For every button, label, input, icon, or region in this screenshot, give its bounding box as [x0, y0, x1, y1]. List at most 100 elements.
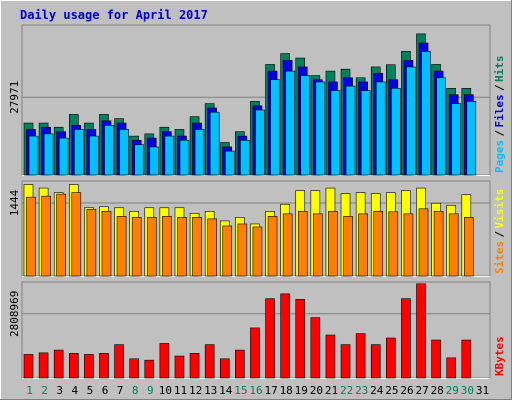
bar-sites-day-29: [448, 213, 459, 277]
x-tick-label-day-9: 9: [147, 384, 154, 397]
x-tick-label-day-18: 18: [280, 384, 293, 397]
x-tick-label-day-27: 27: [415, 384, 428, 397]
bar-pages-day-21: [330, 90, 341, 176]
panel-hits-legend-separator: /: [493, 84, 506, 91]
x-tick-label-day-6: 6: [102, 384, 109, 397]
x-tick-label-day-3: 3: [56, 384, 63, 397]
bar-kbytes-day-12: [189, 353, 200, 379]
x-tick-label-day-10: 10: [159, 384, 172, 397]
x-tick-label-day-23: 23: [355, 384, 368, 397]
bar-kbytes-day-7: [114, 344, 124, 379]
bar-kbytes-day-27: [416, 283, 426, 379]
bar-pages-day-20: [315, 81, 326, 176]
bar-pages-day-28: [436, 77, 446, 176]
bar-pages-day-10: [164, 135, 175, 176]
panel-hits-legend-separator: /: [493, 130, 506, 137]
bar-pages-day-17: [270, 79, 280, 176]
x-tick-label-day-31: 31: [476, 384, 489, 397]
bar-kbytes-day-28: [431, 339, 441, 379]
bar-sites-day-12: [192, 217, 202, 277]
bar-sites-day-20: [313, 213, 323, 277]
bar-sites-day-25: [388, 211, 399, 277]
bar-sites-day-6: [101, 211, 112, 277]
x-tick-label-day-8: 8: [132, 384, 139, 397]
bar-sites-day-11: [177, 217, 187, 277]
bar-pages-day-23: [360, 90, 371, 176]
bar-sites-day-24: [373, 211, 384, 277]
bar-kbytes-day-16: [250, 327, 260, 379]
bar-pages-day-6: [104, 124, 114, 176]
bar-sites-day-14: [222, 225, 233, 277]
bar-kbytes-day-26: [401, 298, 411, 379]
x-tick-label-day-1: 1: [26, 384, 33, 397]
bar-sites-day-9: [146, 217, 157, 277]
x-tick-label-day-22: 22: [340, 384, 353, 397]
panel-visits-legend-visits: Visits: [493, 189, 506, 229]
bar-kbytes-day-10: [159, 343, 170, 379]
bar-pages-day-9: [149, 146, 160, 176]
bar-kbytes-day-11: [174, 355, 185, 379]
bar-sites-day-16: [252, 226, 263, 277]
panel-kbytes: 2808969 KBytes: [8, 281, 506, 379]
panel-visits: 1444 Sites / Visits: [8, 180, 506, 277]
bar-pages-day-30: [466, 101, 477, 176]
x-tick-label-day-19: 19: [295, 384, 308, 397]
bar-kbytes-day-18: [280, 293, 290, 379]
x-tick-label-day-5: 5: [87, 384, 94, 397]
x-tick-label-day-13: 13: [204, 384, 217, 397]
bar-kbytes-day-14: [219, 358, 230, 379]
panel-hits-axis-value-label: 27971: [8, 81, 21, 114]
bar-kbytes-day-30: [461, 339, 472, 379]
x-tick-label-day-14: 14: [219, 384, 233, 397]
bar-sites-day-7: [116, 216, 127, 277]
bar-pages-day-1: [28, 135, 39, 176]
bar-kbytes-day-20: [310, 317, 321, 379]
bar-pages-day-16: [255, 109, 265, 176]
bar-pages-day-11: [179, 139, 190, 176]
bar-kbytes-day-25: [386, 337, 396, 379]
panel-kbytes-axis-value-label: 2808969: [8, 291, 21, 337]
bar-pages-day-5: [89, 135, 99, 176]
x-axis-day-labels: 1 2 3 4 5 6 7 8 9 10 11 12 13 14 15 16 17 18 19 20 21 22 23 24 2…: [26, 384, 489, 397]
panel-visits-legend: Sites / Visits: [493, 189, 506, 274]
bar-kbytes-day-23: [355, 333, 366, 379]
x-tick-label-day-29: 29: [446, 384, 459, 397]
x-tick-label-day-17: 17: [264, 384, 277, 397]
bar-kbytes-day-21: [325, 334, 336, 379]
bar-kbytes-day-29: [446, 357, 457, 379]
bar-sites-day-17: [267, 216, 278, 277]
panel-hits-legend-files: Files: [493, 94, 506, 127]
bar-kbytes-day-24: [370, 344, 381, 379]
bar-kbytes-day-3: [53, 349, 64, 379]
bar-pages-day-7: [119, 129, 129, 176]
bar-kbytes-day-1: [23, 354, 34, 379]
x-tick-label-day-24: 24: [370, 384, 384, 397]
bar-kbytes-day-6: [99, 353, 109, 379]
panel-hits-legend-hits: Hits: [493, 56, 506, 83]
bar-sites-day-28: [433, 211, 444, 277]
bar-pages-day-29: [451, 103, 462, 176]
bar-sites-day-1: [26, 196, 36, 277]
x-tick-label-day-11: 11: [174, 384, 187, 397]
bar-pages-day-8: [134, 144, 144, 176]
x-tick-label-day-26: 26: [400, 384, 413, 397]
bar-sites-day-30: [464, 217, 474, 277]
x-tick-label-day-7: 7: [117, 384, 124, 397]
bar-kbytes-day-17: [265, 298, 275, 379]
bar-kbytes-day-2: [38, 352, 49, 379]
bar-pages-day-19: [300, 75, 311, 176]
panel-visits-legend-separator: /: [493, 231, 506, 238]
bar-pages-day-27: [421, 51, 431, 176]
panel-hits-legend: Pages/Files/Hits: [493, 56, 506, 174]
bar-sites-day-13: [207, 218, 217, 277]
bar-sites-day-5: [86, 209, 97, 277]
panel-visits-axis-value-label: 1444: [8, 189, 21, 216]
bar-pages-day-26: [406, 66, 416, 176]
bar-pages-day-14: [224, 150, 235, 176]
chart-panels: 27971Pages/Files/Hits1444Sites/Visits280…: [8, 24, 506, 379]
bar-pages-day-18: [285, 70, 295, 176]
x-tick-label-day-2: 2: [41, 384, 48, 397]
panel-visits-legend-sites: Sites: [493, 241, 506, 274]
panel-kbytes-legend: KBytes: [493, 336, 506, 376]
